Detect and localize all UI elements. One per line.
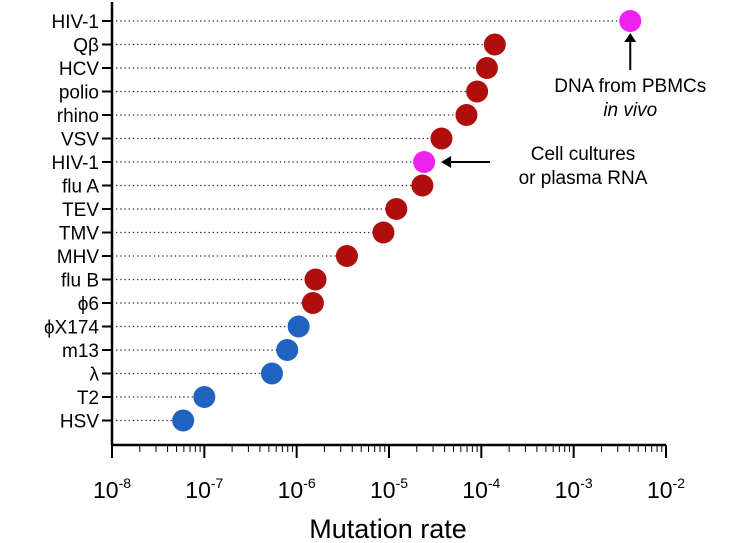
data-point xyxy=(172,409,195,432)
x-tick-label: 10-7 xyxy=(185,475,223,503)
data-point xyxy=(483,33,506,56)
data-point xyxy=(276,339,299,361)
category-label: ϕX174 xyxy=(44,318,99,339)
data-point xyxy=(335,245,358,267)
annotation-text: in vivo xyxy=(603,100,657,121)
category-label: HIV-1 xyxy=(51,153,99,174)
data-point xyxy=(287,315,310,338)
data-point xyxy=(260,362,283,385)
category-label: flu A xyxy=(62,177,99,198)
category-label: TMV xyxy=(59,224,99,245)
data-points xyxy=(172,10,642,432)
data-point xyxy=(385,198,408,220)
data-point xyxy=(475,57,498,79)
data-point xyxy=(430,127,453,150)
annotation-text: Cell cultures xyxy=(531,144,636,165)
x-tick-label: 10-5 xyxy=(370,475,408,503)
data-point xyxy=(372,221,395,244)
data-point xyxy=(619,10,642,32)
category-label: TEV xyxy=(62,200,99,221)
category-label: T2 xyxy=(77,388,99,409)
category-label: HSV xyxy=(60,412,99,433)
data-point xyxy=(304,268,327,291)
category-label: λ xyxy=(90,365,100,386)
category-label: MHV xyxy=(57,247,100,268)
category-label: ϕ6 xyxy=(78,294,99,315)
category-label: Qβ xyxy=(73,36,99,57)
x-tick-label: 10-2 xyxy=(647,475,685,503)
x-axis-ticks: 10-8 10-7 10-6 10-5 10-4 10-3 10-2 xyxy=(93,445,685,503)
data-point xyxy=(301,292,324,314)
annotation-text: DNA from PBMCs xyxy=(554,76,706,97)
category-label: HCV xyxy=(59,59,99,80)
data-point xyxy=(466,80,489,103)
category-label: rhino xyxy=(57,106,99,127)
data-point xyxy=(193,386,216,408)
annotation-arrowhead xyxy=(441,156,452,168)
category-label: flu B xyxy=(61,271,99,292)
data-point xyxy=(455,104,478,126)
x-tick-label: 10-3 xyxy=(555,475,593,503)
x-axis-label: Mutation rate xyxy=(309,514,467,543)
category-label: HIV-1 xyxy=(51,12,99,33)
x-tick-label: 10-8 xyxy=(93,475,131,503)
x-tick-label: 10-6 xyxy=(278,475,316,503)
data-point xyxy=(411,174,434,197)
row-leader-lines xyxy=(102,20,631,422)
annotations: DNA from PBMCs in vivo Cell cultures or pla… xyxy=(441,33,706,189)
category-label: polio xyxy=(59,83,99,104)
annotation-text: or plasma RNA xyxy=(519,168,648,189)
annotation-arrowhead xyxy=(624,33,637,42)
data-point xyxy=(413,151,436,173)
category-label: VSV xyxy=(61,130,99,151)
x-tick-label: 10-4 xyxy=(462,475,500,503)
category-label: m13 xyxy=(62,341,99,362)
